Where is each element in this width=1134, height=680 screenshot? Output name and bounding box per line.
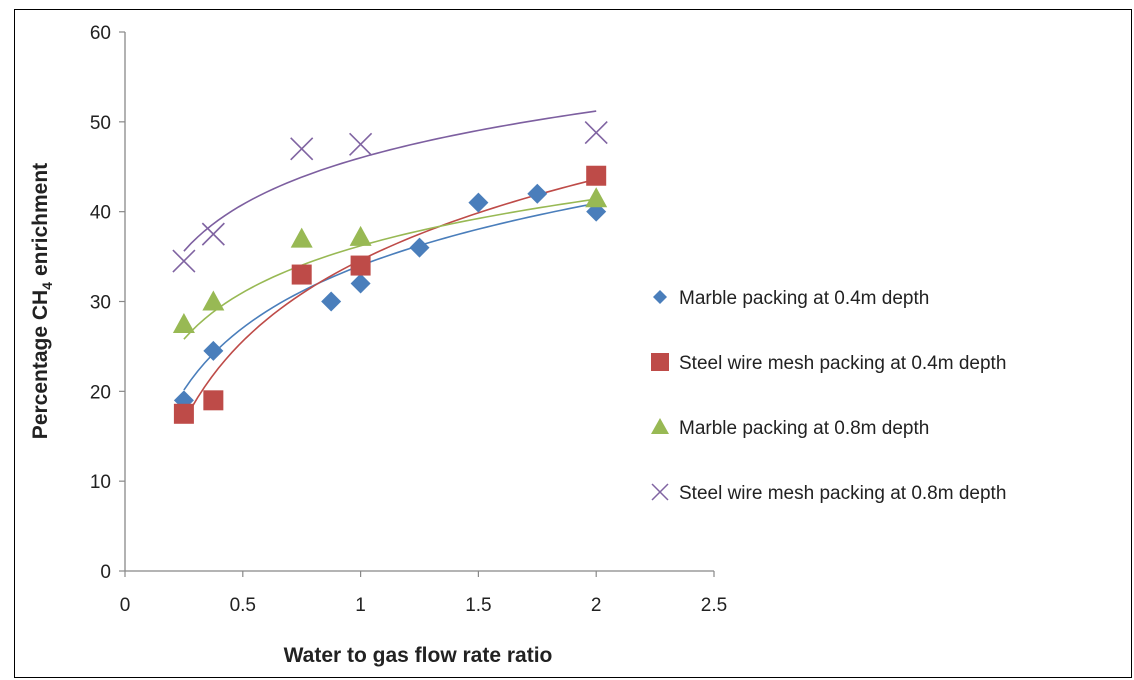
x-tick-label: 1 (355, 595, 366, 616)
y-axis-title-main: Percentage CH (29, 290, 52, 439)
legend-item-1: Marble packing at 0.4m depth (653, 288, 929, 309)
y-axis-title: Percentage CH4 enrichment (29, 163, 55, 439)
legend-marker (651, 353, 669, 371)
data-point-series-4 (290, 137, 314, 161)
data-markers (172, 121, 608, 424)
trendline-series-1 (183, 202, 597, 391)
x-tick-label: 2 (591, 595, 602, 616)
y-tick-label: 10 (90, 472, 111, 493)
data-point-series-2 (291, 264, 312, 285)
y-tick-label: 40 (90, 203, 111, 224)
trendline-series-2 (183, 178, 597, 423)
data-point-series-3 (290, 227, 313, 248)
data-point-series-4 (349, 132, 373, 156)
x-axis-title: Water to gas flow rate ratio (284, 644, 553, 667)
y-tick-label: 60 (90, 23, 111, 44)
trendlines (183, 110, 597, 423)
legend: Marble packing at 0.4m depth Steel wire m… (651, 288, 1006, 504)
legend-label: Marble packing at 0.8m depth (679, 418, 929, 439)
legend-marker (651, 483, 669, 501)
y-axis-title-subscript: 4 (39, 282, 55, 290)
chart-frame (14, 9, 1132, 678)
data-point-series-2 (350, 255, 371, 276)
data-point-series-3 (585, 187, 608, 208)
legend-label: Steel wire mesh packing at 0.8m depth (679, 483, 1006, 504)
data-point-series-4 (201, 222, 225, 246)
data-point-series-1 (203, 340, 224, 361)
data-point-series-2 (173, 403, 194, 424)
legend-label: Steel wire mesh packing at 0.4m depth (679, 353, 1006, 374)
legend-item-4: Steel wire mesh packing at 0.8m depth (651, 483, 1006, 504)
x-tick-label: 2.5 (701, 595, 727, 616)
y-tick-label: 50 (90, 113, 111, 134)
data-point-series-2 (203, 390, 224, 411)
y-axis-title-suffix: enrichment (29, 163, 52, 276)
legend-marker (651, 418, 669, 434)
data-point-series-4 (584, 121, 608, 145)
data-point-series-1 (350, 273, 371, 294)
x-axis-ticks: 0 0.5 1 1.5 2 2.5 (120, 571, 727, 616)
data-point-series-4 (172, 249, 196, 273)
data-point-series-1 (321, 291, 342, 312)
legend-item-2: Steel wire mesh packing at 0.4m depth (651, 353, 1006, 374)
x-tick-label: 1.5 (465, 595, 491, 616)
x-tick-label: 0 (120, 595, 131, 616)
trendline-series-4 (183, 110, 597, 252)
data-point-series-3 (349, 225, 372, 246)
data-point-series-1 (409, 237, 430, 258)
data-point-series-2 (586, 165, 607, 186)
y-axis-ticks: 0 10 20 30 40 50 60 (90, 23, 125, 583)
y-tick-label: 30 (90, 293, 111, 314)
y-tick-label: 20 (90, 382, 111, 403)
data-point-series-1 (468, 192, 489, 213)
legend-item-3: Marble packing at 0.8m depth (651, 418, 929, 439)
x-tick-label: 0.5 (230, 595, 256, 616)
data-point-series-1 (527, 183, 548, 204)
legend-label: Marble packing at 0.4m depth (679, 288, 929, 309)
trendline-series-3 (183, 198, 597, 340)
legend-marker (653, 290, 667, 304)
y-tick-label: 0 (100, 562, 111, 583)
data-point-series-3 (172, 312, 195, 333)
data-point-series-3 (202, 290, 225, 311)
